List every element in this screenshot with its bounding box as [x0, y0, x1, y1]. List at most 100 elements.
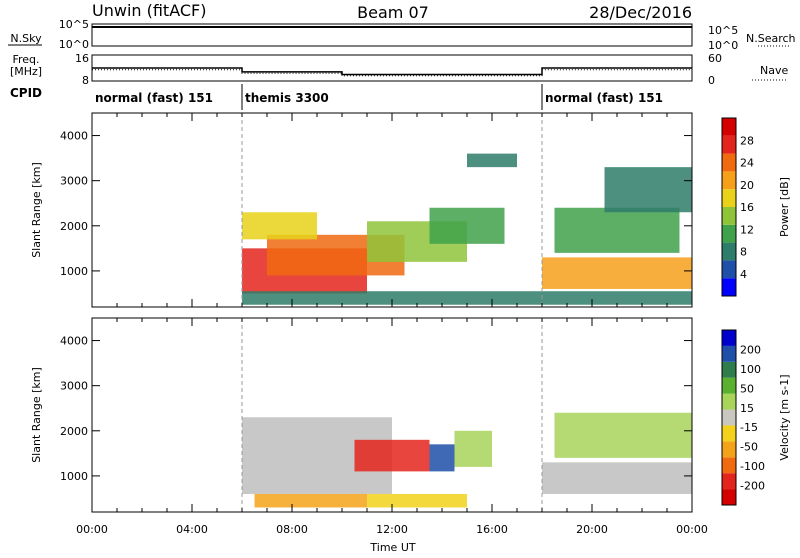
cpid-mode-label: themis 3300 — [245, 91, 329, 105]
nave-line — [92, 69, 692, 77]
colorbar-tick-label: 8 — [740, 246, 747, 259]
nsearch-label: N.Search — [746, 32, 796, 45]
noise-tick-high-right: 10^5 — [708, 24, 738, 37]
x-tick-label: 12:00 — [376, 523, 408, 536]
beam-title: Beam 07 — [357, 3, 429, 22]
colorbar-tick-label: 28 — [740, 134, 754, 147]
colorbar-frame — [721, 117, 737, 297]
colorbar-swatch — [722, 260, 736, 279]
noise-tick-low-right: 10^0 — [708, 39, 738, 52]
power-region — [542, 257, 692, 289]
colorbar-swatch — [722, 361, 736, 378]
freq-series-lines — [92, 67, 692, 77]
x-tick-label: 20:00 — [576, 523, 608, 536]
noise-tick-high-left: 10^5 — [59, 18, 89, 31]
power-region — [467, 153, 517, 168]
noise-strip-frame — [91, 23, 693, 47]
colorbar-tick-label: 50 — [740, 382, 754, 395]
nave-label: Nave — [760, 64, 788, 77]
velocity-panel: 1000 2000 3000 4000 Slant Range [km] — [30, 317, 693, 513]
colorbar-swatch — [722, 345, 736, 362]
colorbar-swatch — [722, 473, 736, 490]
power-region — [242, 212, 317, 240]
colorbar-swatch — [722, 118, 736, 136]
freq-unit-label: [MHz] — [10, 65, 42, 78]
x-tick-label: 00:00 — [76, 523, 108, 536]
power-region — [604, 167, 692, 213]
colorbar-swatch — [722, 171, 736, 190]
velocity-region — [367, 493, 467, 508]
velocity-region — [429, 444, 455, 472]
power-region — [242, 291, 692, 305]
velocity-region — [354, 439, 430, 472]
power-region — [554, 207, 680, 253]
velocity-colorbar: 200 100 50 15 -15 -50 -100 -200 Velocity [m s-1] — [721, 329, 791, 506]
colorbar-tick-label: 20 — [740, 179, 754, 192]
colorbar-swatch — [722, 425, 736, 442]
colorbar-swatch — [722, 207, 736, 225]
station-title: Unwin (fitACF) — [92, 1, 206, 20]
y-tick-label: 4000 — [60, 335, 88, 348]
colorbar-swatch — [722, 377, 736, 394]
colorbar-tick-label: 12 — [740, 223, 754, 236]
colorbar-frame — [721, 329, 737, 506]
colorbar-swatch — [722, 330, 736, 346]
velocity-region — [554, 412, 692, 458]
power-colorbar: 28 24 20 16 12 8 4 Power [dB] — [721, 117, 791, 297]
colorbar-swatch — [722, 457, 736, 474]
colorbar-swatch — [722, 409, 736, 426]
colorbar-swatch — [722, 189, 736, 207]
nsky-label: N.Sky — [10, 32, 42, 45]
time-axis: 00:00 04:00 08:00 12:00 16:00 20:00 00:00 — [76, 523, 708, 536]
x-tick-label: 00:00 — [676, 523, 708, 536]
colorbar-swatch — [722, 224, 736, 243]
colorbar-tick-label: 4 — [740, 268, 747, 281]
nave-tick-high: 60 — [708, 52, 722, 65]
x-tick-label: 08:00 — [276, 523, 308, 536]
cpid-modes: normal (fast) 151 themis 3300 normal (fast… — [95, 84, 663, 110]
colorbar-swatch — [722, 278, 736, 296]
colorbar-swatch — [722, 441, 736, 458]
colorbar-tick-label: -100 — [740, 460, 765, 473]
velocity-region — [254, 493, 367, 508]
power-region — [429, 207, 505, 244]
cpid-mode-label: normal (fast) 151 — [545, 91, 663, 105]
x-axis-label: Time UT — [369, 541, 415, 554]
colorbar-tick-label: 100 — [740, 363, 761, 376]
y-tick-label: 3000 — [60, 175, 88, 188]
freq-tick-high: 16 — [75, 52, 89, 65]
colorbar-label: Power [dB] — [778, 177, 791, 237]
cpid-mode-label: normal (fast) 151 — [95, 91, 213, 105]
cpid-label: CPID — [10, 86, 42, 100]
y-tick-label: 3000 — [60, 380, 88, 393]
colorbar-swatch — [722, 489, 736, 505]
nave-tick-low: 0 — [708, 74, 715, 87]
freq-label: Freq. — [12, 53, 39, 66]
velocity-ylabel: Slant Range [km] — [30, 367, 43, 463]
colorbar-label: Velocity [m s-1] — [778, 374, 791, 460]
colorbar-tick-label: 24 — [740, 157, 754, 170]
colorbar-tick-label: -15 — [740, 421, 758, 434]
colorbar-tick-label: -200 — [740, 480, 765, 493]
x-tick-label: 16:00 — [476, 523, 508, 536]
y-tick-label: 2000 — [60, 220, 88, 233]
colorbar-tick-label: -50 — [740, 441, 758, 454]
velocity-region — [454, 430, 492, 467]
y-tick-label: 2000 — [60, 425, 88, 438]
colorbar-tick-label: 15 — [740, 402, 754, 415]
y-tick-label: 1000 — [60, 265, 88, 278]
power-ylabel: Slant Range [km] — [30, 162, 43, 258]
colorbar-tick-label: 200 — [740, 343, 761, 356]
velocity-region — [542, 462, 692, 494]
colorbar-swatch — [722, 153, 736, 172]
power-panel: 1000 2000 3000 4000 Slant Range [km] — [30, 112, 693, 308]
noise-tick-low-left: 10^0 — [59, 38, 89, 51]
y-tick-label: 1000 — [60, 470, 88, 483]
freq-line — [92, 67, 692, 76]
freq-tick-low: 8 — [82, 74, 89, 87]
colorbar-swatch — [722, 135, 736, 154]
colorbar-swatch — [722, 393, 736, 410]
date-title: 28/Dec/2016 — [589, 3, 692, 22]
